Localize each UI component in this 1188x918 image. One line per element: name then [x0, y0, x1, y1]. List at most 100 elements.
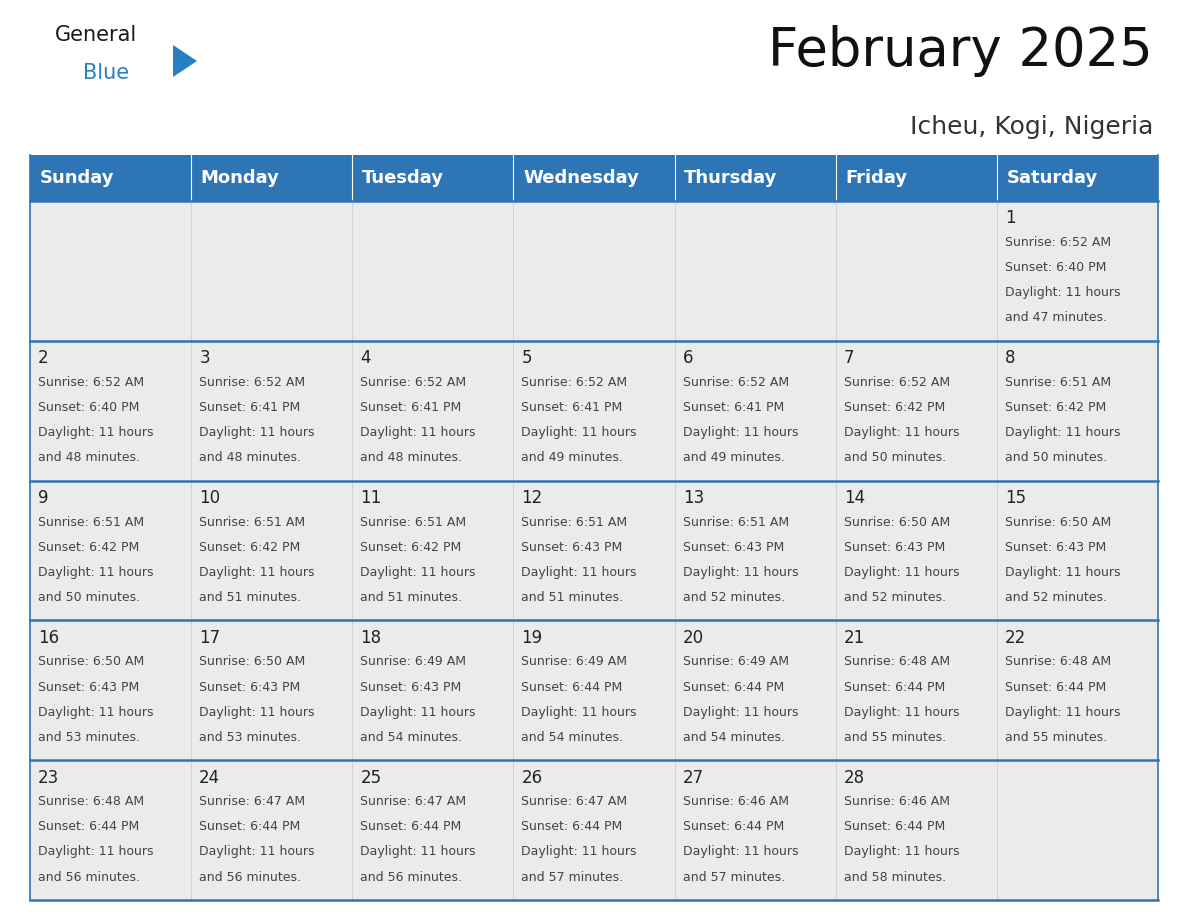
Text: Sunrise: 6:47 AM: Sunrise: 6:47 AM: [522, 795, 627, 808]
Text: Sunset: 6:42 PM: Sunset: 6:42 PM: [200, 541, 301, 554]
Text: Sunrise: 6:51 AM: Sunrise: 6:51 AM: [38, 516, 144, 529]
Text: Daylight: 11 hours: Daylight: 11 hours: [1005, 706, 1120, 719]
Bar: [191, 621, 353, 760]
Text: Sunrise: 6:47 AM: Sunrise: 6:47 AM: [360, 795, 467, 808]
Bar: [835, 621, 997, 760]
Bar: [997, 621, 1158, 760]
Text: Daylight: 11 hours: Daylight: 11 hours: [843, 706, 959, 719]
Text: 26: 26: [522, 768, 543, 787]
Text: Sunset: 6:44 PM: Sunset: 6:44 PM: [843, 680, 944, 693]
Bar: [191, 341, 353, 481]
Bar: [513, 155, 675, 201]
Text: 20: 20: [683, 629, 703, 647]
Text: and 50 minutes.: and 50 minutes.: [1005, 452, 1107, 465]
Text: 24: 24: [200, 768, 220, 787]
Bar: [997, 341, 1158, 481]
Text: Daylight: 11 hours: Daylight: 11 hours: [200, 565, 315, 579]
Text: Sunset: 6:43 PM: Sunset: 6:43 PM: [360, 680, 462, 693]
Text: and 53 minutes.: and 53 minutes.: [200, 731, 302, 744]
Bar: [353, 621, 513, 760]
Text: Sunrise: 6:52 AM: Sunrise: 6:52 AM: [38, 375, 144, 388]
Bar: [513, 481, 675, 621]
Text: Sunset: 6:41 PM: Sunset: 6:41 PM: [200, 401, 301, 414]
Text: Saturday: Saturday: [1006, 169, 1098, 187]
Text: Friday: Friday: [846, 169, 908, 187]
Text: and 54 minutes.: and 54 minutes.: [522, 731, 624, 744]
Bar: [30, 621, 191, 760]
Text: 25: 25: [360, 768, 381, 787]
Text: Daylight: 11 hours: Daylight: 11 hours: [522, 706, 637, 719]
Text: Sunset: 6:42 PM: Sunset: 6:42 PM: [843, 401, 944, 414]
Bar: [997, 155, 1158, 201]
Text: Daylight: 11 hours: Daylight: 11 hours: [683, 565, 798, 579]
Text: 9: 9: [38, 489, 49, 507]
Text: 11: 11: [360, 489, 381, 507]
Bar: [30, 201, 191, 341]
Text: Sunset: 6:44 PM: Sunset: 6:44 PM: [522, 821, 623, 834]
Text: and 48 minutes.: and 48 minutes.: [200, 452, 302, 465]
Text: Daylight: 11 hours: Daylight: 11 hours: [683, 426, 798, 439]
Text: Sunrise: 6:48 AM: Sunrise: 6:48 AM: [1005, 655, 1111, 668]
Text: Sunrise: 6:52 AM: Sunrise: 6:52 AM: [843, 375, 950, 388]
Bar: [675, 155, 835, 201]
Text: Sunset: 6:43 PM: Sunset: 6:43 PM: [200, 680, 301, 693]
Text: and 50 minutes.: and 50 minutes.: [843, 452, 946, 465]
Text: Sunrise: 6:51 AM: Sunrise: 6:51 AM: [683, 516, 789, 529]
Text: Sunset: 6:44 PM: Sunset: 6:44 PM: [683, 821, 784, 834]
Text: 21: 21: [843, 629, 865, 647]
Text: Sunrise: 6:52 AM: Sunrise: 6:52 AM: [360, 375, 467, 388]
Text: Wednesday: Wednesday: [523, 169, 639, 187]
Text: 4: 4: [360, 349, 371, 367]
Text: Sunset: 6:41 PM: Sunset: 6:41 PM: [522, 401, 623, 414]
Text: Sunday: Sunday: [39, 169, 114, 187]
Bar: [30, 760, 191, 900]
Text: Daylight: 11 hours: Daylight: 11 hours: [200, 845, 315, 858]
Text: 19: 19: [522, 629, 543, 647]
Text: Sunset: 6:44 PM: Sunset: 6:44 PM: [522, 680, 623, 693]
Text: Sunset: 6:42 PM: Sunset: 6:42 PM: [1005, 401, 1106, 414]
Text: Thursday: Thursday: [684, 169, 778, 187]
Bar: [675, 201, 835, 341]
Bar: [997, 201, 1158, 341]
Text: Sunset: 6:44 PM: Sunset: 6:44 PM: [200, 821, 301, 834]
Text: and 56 minutes.: and 56 minutes.: [200, 870, 302, 884]
Bar: [30, 341, 191, 481]
Text: Sunrise: 6:51 AM: Sunrise: 6:51 AM: [522, 516, 627, 529]
Text: Daylight: 11 hours: Daylight: 11 hours: [522, 565, 637, 579]
Bar: [191, 760, 353, 900]
Text: and 52 minutes.: and 52 minutes.: [1005, 591, 1107, 604]
Bar: [513, 760, 675, 900]
Text: Sunset: 6:44 PM: Sunset: 6:44 PM: [38, 821, 139, 834]
Text: Daylight: 11 hours: Daylight: 11 hours: [1005, 426, 1120, 439]
Text: Sunrise: 6:48 AM: Sunrise: 6:48 AM: [38, 795, 144, 808]
Text: 16: 16: [38, 629, 59, 647]
Text: Sunset: 6:42 PM: Sunset: 6:42 PM: [38, 541, 139, 554]
Text: 7: 7: [843, 349, 854, 367]
Text: Sunset: 6:43 PM: Sunset: 6:43 PM: [1005, 541, 1106, 554]
Text: 2: 2: [38, 349, 49, 367]
Text: Sunset: 6:44 PM: Sunset: 6:44 PM: [360, 821, 462, 834]
Bar: [835, 481, 997, 621]
Text: 28: 28: [843, 768, 865, 787]
Bar: [675, 621, 835, 760]
Bar: [835, 201, 997, 341]
Text: Daylight: 11 hours: Daylight: 11 hours: [522, 426, 637, 439]
Text: Sunrise: 6:48 AM: Sunrise: 6:48 AM: [843, 655, 950, 668]
Text: and 50 minutes.: and 50 minutes.: [38, 591, 140, 604]
Text: and 54 minutes.: and 54 minutes.: [360, 731, 462, 744]
Text: Sunrise: 6:52 AM: Sunrise: 6:52 AM: [1005, 236, 1111, 249]
Text: Sunset: 6:40 PM: Sunset: 6:40 PM: [38, 401, 139, 414]
Text: and 47 minutes.: and 47 minutes.: [1005, 311, 1107, 324]
Text: Sunrise: 6:50 AM: Sunrise: 6:50 AM: [200, 655, 305, 668]
Text: General: General: [55, 25, 138, 45]
Polygon shape: [173, 45, 197, 77]
Text: Monday: Monday: [201, 169, 279, 187]
Bar: [30, 155, 191, 201]
Text: Daylight: 11 hours: Daylight: 11 hours: [38, 706, 153, 719]
Bar: [191, 201, 353, 341]
Bar: [513, 341, 675, 481]
Text: 27: 27: [683, 768, 703, 787]
Text: Daylight: 11 hours: Daylight: 11 hours: [522, 845, 637, 858]
Text: 15: 15: [1005, 489, 1026, 507]
Text: Sunrise: 6:52 AM: Sunrise: 6:52 AM: [200, 375, 305, 388]
